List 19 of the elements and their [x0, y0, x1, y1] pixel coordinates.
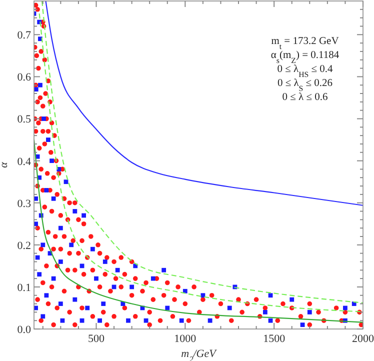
- annotation: 0 ≤ λ$_{HS}$ ≤ 0.4: [277, 64, 334, 78]
- y-tick-label: 0.5: [17, 114, 32, 126]
- y-tick-label: 0.4: [17, 156, 32, 168]
- y-tick-label: 0.2: [17, 240, 31, 252]
- y-axis-title: α: [0, 162, 10, 168]
- y-tick-label: 0.1: [17, 282, 31, 294]
- annotation: 0 ≤ λ ≤ 0.6: [282, 92, 328, 103]
- y-tick-label: 0.3: [17, 198, 32, 210]
- x-tick-label: 1000: [174, 333, 197, 345]
- x-tick-label: 500: [88, 333, 105, 345]
- y-tick-label: 0.0: [17, 324, 32, 336]
- y-tick-label: 0.6: [17, 72, 32, 84]
- line-series: [45, 1, 363, 206]
- annotation: α$_{s}$(m$_{Z}$) = 0.1184: [270, 50, 340, 64]
- y-tick-label: 0.7: [17, 30, 32, 42]
- annotation: 0 ≤ λ$_{S}$ ≤ 0.26: [277, 78, 333, 92]
- annotation: m$_{t}$ = 173.2 GeV: [271, 36, 340, 50]
- x-tick-label: 1500: [263, 333, 286, 345]
- x-tick-label: 2000: [352, 333, 374, 345]
